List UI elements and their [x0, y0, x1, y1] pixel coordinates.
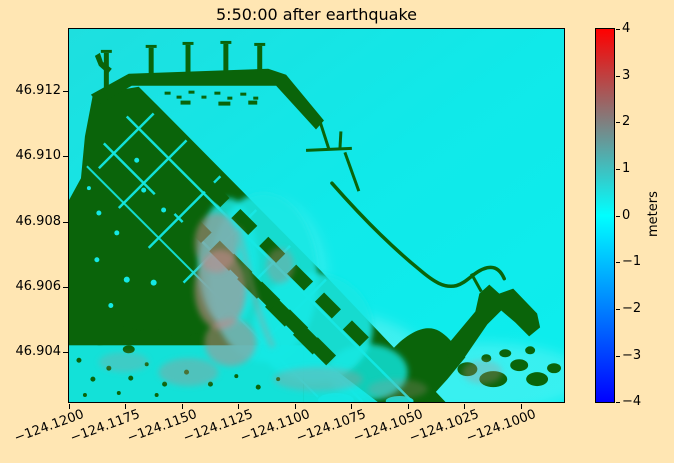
x-tick-mark	[182, 404, 183, 409]
x-tick-mark	[125, 404, 126, 409]
dune-highground	[98, 213, 503, 400]
colorbar-tick-label: 1	[622, 161, 631, 176]
y-tick-label: 46.912	[15, 83, 62, 98]
x-tick-mark	[295, 404, 296, 409]
y-tick-label: 46.910	[15, 148, 62, 163]
y-tick-label: 46.904	[15, 344, 62, 359]
colorbar-tick-label: 0	[622, 208, 631, 223]
y-tick-mark	[63, 91, 68, 92]
colorbar-tick-label: 2	[622, 114, 631, 129]
map-axes	[68, 28, 565, 403]
x-tick-mark	[69, 404, 70, 409]
colorbar-tick-mark	[616, 29, 620, 30]
colorbar-tick-mark	[616, 262, 620, 263]
colorbar-tick-mark	[616, 76, 620, 77]
colorbar-tick-mark	[616, 169, 620, 170]
map-canvas	[69, 29, 564, 402]
x-tick-mark	[408, 404, 409, 409]
colorbar-gradient	[595, 28, 615, 403]
colorbar-tick-mark	[616, 216, 620, 217]
colorbar-tick-mark	[616, 122, 620, 123]
y-tick-mark	[63, 287, 68, 288]
colorbar-tick-mark	[616, 402, 620, 403]
y-tick-mark	[63, 156, 68, 157]
colorbar-tick-label: −2	[622, 301, 642, 316]
colorbar-tick-mark	[616, 356, 620, 357]
x-tick-mark	[351, 404, 352, 409]
y-tick-label: 46.906	[15, 279, 62, 294]
x-tick-mark	[238, 404, 239, 409]
colorbar-tick-label: 4	[622, 21, 631, 36]
colorbar-tick-label: 3	[622, 68, 631, 83]
colorbar-tick-label: −1	[622, 254, 642, 269]
colorbar-axis-label: meters	[646, 191, 661, 237]
colorbar-tick-mark	[616, 309, 620, 310]
x-tick-mark	[464, 404, 465, 409]
colorbar-tick-label: −3	[622, 348, 642, 363]
y-tick-mark	[63, 222, 68, 223]
x-tick-mark	[521, 404, 522, 409]
colorbar-tick-label: −4	[622, 394, 642, 409]
plot-title: 5:50:00 after earthquake	[216, 5, 417, 24]
y-tick-mark	[63, 352, 68, 353]
y-tick-label: 46.908	[15, 214, 62, 229]
